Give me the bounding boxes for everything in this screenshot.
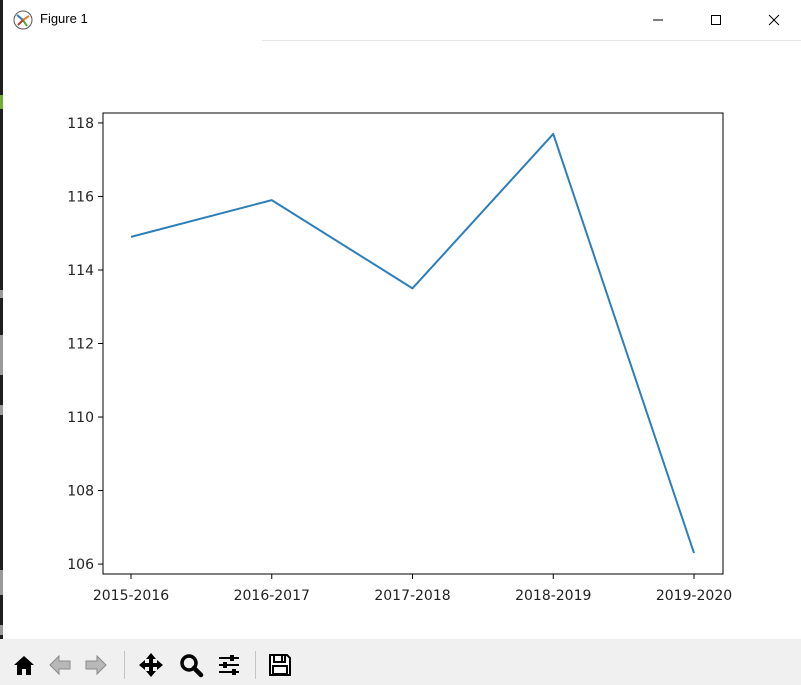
arrow-left-icon <box>49 654 71 676</box>
axes-frame <box>102 112 724 575</box>
arrow-right-icon <box>85 654 107 676</box>
toolbar-separator <box>124 651 125 679</box>
home-icon <box>14 656 34 675</box>
y-tick-label: 112 <box>67 337 94 353</box>
titlebar-divider <box>262 40 801 41</box>
y-tick-label: 106 <box>67 557 94 573</box>
x-tick-label: 2015-2016 <box>93 588 169 604</box>
x-tick-label: 2017-2018 <box>374 588 450 604</box>
sliders-icon <box>219 655 239 675</box>
configure-subplots-button[interactable] <box>213 649 245 681</box>
home-button[interactable] <box>8 649 40 681</box>
maximize-icon <box>711 15 721 25</box>
x-axis: 2015-2016 2016-2017 2017-2018 2018-2019 2019… <box>93 574 732 604</box>
floppy-disk-icon <box>269 654 291 676</box>
navigation-toolbar <box>0 639 801 685</box>
forward-button[interactable] <box>80 649 112 681</box>
y-tick-label: 110 <box>67 410 94 426</box>
x-tick-label: 2019-2020 <box>656 588 732 604</box>
y-axis: 106 108 110 112 114 116 118 <box>67 116 103 573</box>
x-tick-label: 2016-2017 <box>234 588 310 604</box>
figure-canvas[interactable]: 106 108 110 112 114 116 118 2015-2016 2016-2017… <box>0 41 801 639</box>
background-window-edge <box>0 0 3 685</box>
series-line <box>130 132 695 554</box>
magnifier-icon <box>180 654 204 678</box>
y-tick-label: 118 <box>67 116 94 132</box>
back-button[interactable] <box>44 649 76 681</box>
close-button[interactable] <box>751 0 797 40</box>
window-title: Figure 1 <box>40 11 88 26</box>
save-button[interactable] <box>264 649 296 681</box>
y-tick-label: 114 <box>67 263 94 279</box>
figure-app-icon <box>13 10 33 30</box>
move-icon <box>139 653 163 677</box>
toolbar-separator <box>255 651 256 679</box>
minimize-icon <box>653 19 663 21</box>
y-tick-label: 116 <box>67 189 94 205</box>
close-icon <box>768 14 780 26</box>
x-tick-label: 2018-2019 <box>515 588 591 604</box>
data-points <box>130 133 695 554</box>
line-chart: 106 108 110 112 114 116 118 2015-2016 2016-2017… <box>67 112 732 604</box>
pan-button[interactable] <box>135 649 167 681</box>
minimize-button[interactable] <box>635 0 681 40</box>
maximize-button[interactable] <box>693 0 739 40</box>
window-titlebar[interactable]: Figure 1 <box>3 0 801 40</box>
zoom-button[interactable] <box>175 649 207 681</box>
y-tick-label: 108 <box>67 484 94 500</box>
